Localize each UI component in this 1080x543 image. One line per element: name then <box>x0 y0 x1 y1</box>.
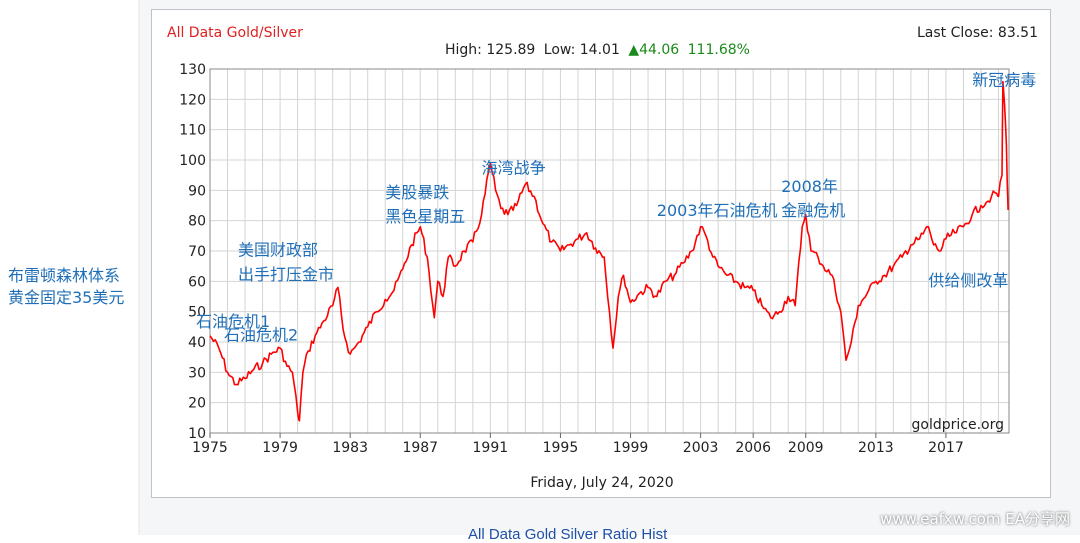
y-tick-label: 60 <box>188 274 206 290</box>
x-tick-labels: 1975 1979 1983 1987 1991 1995 1999 2003 2006 2009… <box>192 433 964 456</box>
event-annotation: 黑色星期五 <box>385 207 465 226</box>
stats-line: High: 125.89 Low: 14.01 ▲44.06 111.68% <box>445 42 750 58</box>
y-tick-label: 50 <box>188 305 206 321</box>
left-divider <box>138 0 140 535</box>
y-tick-label: 20 <box>188 396 206 412</box>
date-label: Friday, July 24, 2020 <box>530 475 673 491</box>
y-tick-label: 10 <box>188 426 206 442</box>
high-stat: High: 125.89 <box>445 42 535 58</box>
watermark: www.eafxw.com EA分享网 <box>880 510 1070 528</box>
change-stat: 44.06 <box>639 42 679 58</box>
bretton-woods-line1: 布雷顿森林体系 <box>8 266 121 285</box>
event-annotation: 2008年 <box>781 177 838 196</box>
grid-lines <box>209 68 1009 434</box>
x-tick-label: 1983 <box>332 440 368 456</box>
event-annotation: 金融危机 <box>781 201 845 220</box>
y-tick-label: 80 <box>188 214 206 230</box>
y-tick-labels: 10 20 30 40 50 60 70 80 90 100 110 120 130 <box>179 62 206 442</box>
event-annotation: 2003年石油危机 <box>657 201 778 220</box>
chart-panel: 10 20 30 40 50 60 70 80 90 100 110 120 130 1975 1979 1… <box>151 9 1051 498</box>
x-tick-label: 1999 <box>613 440 649 456</box>
low-stat: Low: 14.01 <box>544 42 620 58</box>
y-tick-label: 120 <box>179 92 206 108</box>
ratio-series-line <box>209 80 1009 422</box>
source-label: goldprice.org <box>912 417 1004 433</box>
event-annotation: 出手打压金市 <box>238 265 334 284</box>
y-tick-label: 30 <box>188 365 206 381</box>
event-annotation: 石油危机2 <box>224 325 298 344</box>
x-tick-label: 2006 <box>735 440 771 456</box>
chart-title: All Data Gold/Silver <box>167 25 303 41</box>
x-tick-label: 2003 <box>683 440 719 456</box>
x-tick-label: 2013 <box>858 440 894 456</box>
up-arrow-icon: ▲ <box>628 42 639 58</box>
x-tick-label: 1995 <box>543 440 579 456</box>
event-annotation: 美股暴跌 <box>385 183 449 202</box>
last-close-label: Last Close: 83.51 <box>917 25 1038 41</box>
event-annotation: 石油危机1 <box>196 312 270 331</box>
event-annotation: 新冠病毒 <box>972 71 1036 90</box>
y-tick-label: 40 <box>188 335 206 351</box>
event-annotation: 海湾战争 <box>482 159 546 178</box>
x-tick-label: 2017 <box>928 440 964 456</box>
x-tick-label: 2009 <box>788 440 824 456</box>
event-annotation: 美国财政部 <box>238 241 318 260</box>
y-tick-label: 70 <box>188 244 206 260</box>
y-tick-label: 100 <box>179 153 206 169</box>
event-annotation: 供给侧改革 <box>928 271 1008 290</box>
bretton-woods-annotation: 布雷顿森林体系 黄金固定35美元 <box>8 265 124 309</box>
y-tick-label: 90 <box>188 183 206 199</box>
x-tick-label: 1987 <box>402 440 438 456</box>
x-tick-label: 1975 <box>192 440 228 456</box>
x-tick-label: 1979 <box>262 440 298 456</box>
y-tick-label: 110 <box>179 123 206 139</box>
change-pct-stat: 111.68% <box>688 42 750 58</box>
x-tick-label: 1991 <box>473 440 509 456</box>
y-tick-label: 130 <box>179 62 206 78</box>
plot-border <box>209 68 1010 434</box>
bretton-woods-line2: 黄金固定35美元 <box>8 288 125 307</box>
